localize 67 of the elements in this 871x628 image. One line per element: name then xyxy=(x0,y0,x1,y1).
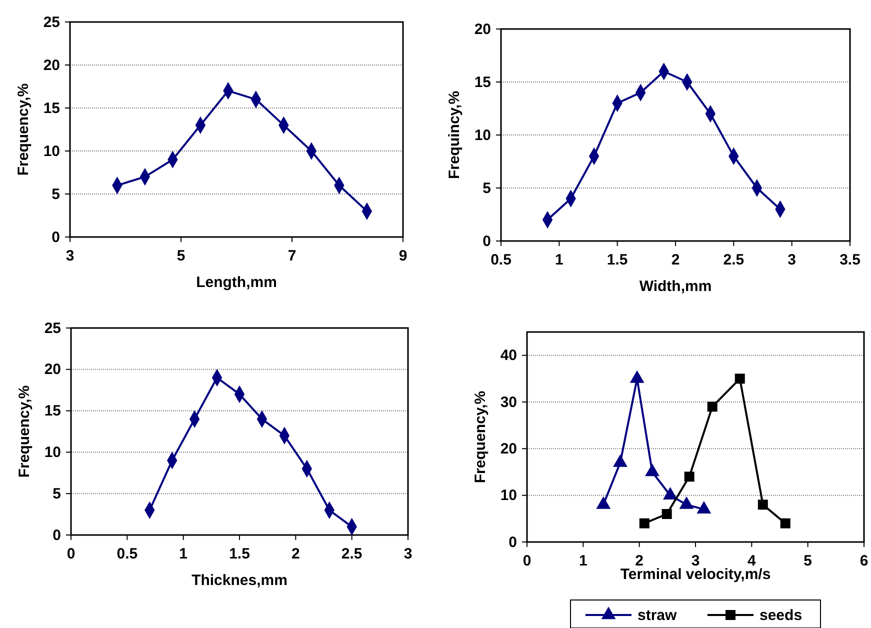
y-tick-label: 15 xyxy=(44,402,61,420)
y-tick-label: 20 xyxy=(474,20,491,38)
y-tick-label: 0 xyxy=(482,232,491,250)
y-tick-label: 10 xyxy=(474,126,491,144)
y-tick-label: 0 xyxy=(508,534,517,551)
point xyxy=(758,500,768,510)
y-tick-label: 20 xyxy=(500,440,517,458)
y-tick-label: 0 xyxy=(52,228,60,246)
point xyxy=(662,509,672,519)
x-tick-label: 1.5 xyxy=(229,546,250,563)
point xyxy=(613,454,628,467)
y-tick-label: 10 xyxy=(43,142,60,160)
x-tick-label: 1 xyxy=(554,252,564,269)
y-tick-label: 5 xyxy=(52,186,60,203)
point xyxy=(780,518,790,528)
point xyxy=(707,402,718,412)
y-tick-label: 15 xyxy=(43,100,60,117)
x-tick-label: 0.5 xyxy=(490,252,512,269)
x-tick-label: 0 xyxy=(66,546,76,563)
y-tick-label: 15 xyxy=(474,74,491,91)
x-tick-label: 3.5 xyxy=(840,252,860,269)
y-tick-label: 5 xyxy=(482,180,491,197)
x-tick-label: 9 xyxy=(398,248,408,265)
x-axis-title: Width,mm xyxy=(639,278,712,295)
y-tick-label: 5 xyxy=(52,485,61,502)
x-tick-label: 7 xyxy=(288,248,296,265)
x-tick-label: 0 xyxy=(522,552,532,570)
y-tick-label: 40 xyxy=(500,347,517,364)
x-tick-label: 6 xyxy=(860,552,868,570)
x-tick-label: 1.5 xyxy=(606,252,628,269)
x-axis-title: Length,mm xyxy=(196,274,277,291)
x-axis-title: Thicknes,mm xyxy=(192,572,288,589)
x-tick-label: 2.5 xyxy=(341,546,362,563)
point xyxy=(696,501,712,514)
y-tick-label: 20 xyxy=(43,56,60,74)
x-tick-label: 1 xyxy=(179,546,188,563)
y-axis-title: Frequency,% xyxy=(16,385,33,478)
point xyxy=(639,518,650,528)
x-tick-label: 3 xyxy=(404,546,412,563)
y-tick-label: 10 xyxy=(44,444,61,461)
x-tick-label: 1 xyxy=(578,552,588,570)
x-tick-label: 5 xyxy=(804,552,812,570)
y-tick-label: 20 xyxy=(44,361,61,378)
y-tick-label: 25 xyxy=(44,320,61,337)
legend-label: straw xyxy=(638,607,678,624)
point xyxy=(630,370,644,383)
point xyxy=(596,496,611,509)
x-tick-label: 3 xyxy=(66,248,74,265)
y-axis-title: Frequency,% xyxy=(472,390,489,484)
y-axis-title: Frequincy,% xyxy=(446,90,463,180)
x-tick-label: 0.5 xyxy=(116,546,138,563)
point xyxy=(663,487,678,500)
point xyxy=(645,464,660,476)
point xyxy=(679,496,694,509)
y-tick-label: 30 xyxy=(500,394,517,411)
x-tick-label: 3 xyxy=(788,252,796,269)
legend-label: seeds xyxy=(760,607,802,624)
x-tick-label: 2.5 xyxy=(723,252,744,269)
point xyxy=(734,374,745,384)
y-tick-label: 10 xyxy=(500,487,517,504)
y-tick-label: 0 xyxy=(52,526,61,544)
y-tick-label: 25 xyxy=(43,14,60,31)
x-tick-label: 5 xyxy=(176,248,186,265)
x-tick-label: 2 xyxy=(291,546,300,563)
point xyxy=(684,472,694,482)
y-axis-title: Frequency,% xyxy=(15,83,32,176)
x-tick-label: 2 xyxy=(671,252,680,269)
